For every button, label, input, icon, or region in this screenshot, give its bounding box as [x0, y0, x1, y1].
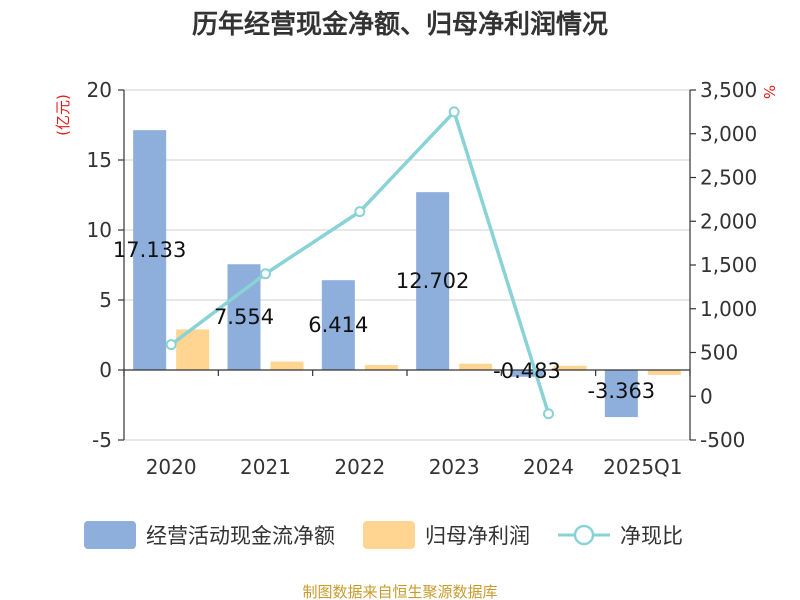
x-tick-2025Q1: 2025Q1: [603, 455, 682, 479]
y-left-tick-15: 15: [87, 148, 112, 172]
legend-item-1[interactable]: 归母净利润: [363, 521, 530, 549]
y-left-tick-0: 0: [99, 358, 112, 382]
x-tick-2021: 2021: [240, 455, 291, 479]
legend-label-1: 归母净利润: [425, 524, 530, 548]
y-left-tick--5: -5: [92, 428, 112, 452]
tick-labels: -5 0 5 10 15 20 -500 0 500 1,000 1,500 2,000 2,500 3,…: [87, 78, 758, 479]
bar-cashflow-2022: [321, 280, 355, 370]
y-right-tick-500: 500: [700, 341, 738, 365]
y-right-tick-0: 0: [700, 384, 713, 408]
y-left-tick-5: 5: [99, 288, 112, 312]
source-note: 制图数据来自恒生聚源数据库: [302, 583, 497, 600]
y-right-tick-2,000: 2,000: [700, 209, 757, 233]
ratio-point-2021: [260, 268, 271, 280]
axes: [118, 89, 696, 441]
data-label-2024: -0.483: [493, 359, 561, 383]
ratio-point-2022: [354, 206, 366, 218]
y-right-tick-1,500: 1,500: [700, 253, 757, 277]
legend-swatch-1: [363, 521, 415, 549]
ratio-line: [165, 106, 554, 420]
y-right-tick-3,000: 3,000: [700, 122, 757, 146]
x-tick-2024: 2024: [523, 455, 574, 479]
bar-netprofit-2021: [270, 361, 304, 370]
legend-swatch-0: [84, 521, 136, 549]
ratio-point-2024: [543, 408, 554, 420]
grid: [124, 89, 690, 441]
bar-cashflow-2025Q1: [604, 370, 638, 418]
y-right-tick--500: -500: [700, 428, 745, 452]
y-right-tick-1,000: 1,000: [700, 297, 757, 321]
y-axis-left-label: (亿元): [54, 94, 72, 136]
x-tick-2023: 2023: [429, 455, 480, 479]
y-left-tick-20: 20: [87, 78, 112, 102]
x-tick-2020: 2020: [146, 455, 197, 479]
bar-cashflow-2020: [133, 130, 167, 370]
chart-title: 历年经营现金净额、归母净利润情况: [192, 9, 608, 40]
legend-label-2: 净现比: [620, 524, 683, 548]
data-label-2022: 6.414: [308, 313, 368, 337]
legend-label-0: 经营活动现金流净额: [146, 524, 335, 548]
data-label-2021: 7.554: [214, 305, 274, 329]
legend-item-0[interactable]: 经营活动现金流净额: [84, 521, 335, 549]
bar-netprofit-2023: [459, 363, 493, 370]
y-right-tick-3,500: 3,500: [700, 78, 757, 102]
bar-netprofit-2022: [364, 365, 398, 370]
bar-cashflow-2023: [416, 192, 450, 370]
bar-cashflow-2024: [510, 370, 544, 377]
legend-item-2[interactable]: 净现比: [558, 524, 683, 548]
bar-netprofit-2025Q1: [647, 370, 681, 375]
ratio-point-2023: [448, 106, 460, 118]
data-labels: 17.133 7.554 6.414 12.702 -0.483 -3.363: [113, 238, 655, 403]
bar-netprofit-2024: [553, 365, 587, 370]
y-right-tick-2,500: 2,500: [700, 166, 757, 190]
y-left-tick-10: 10: [87, 218, 112, 242]
y-axis-right-label: %: [760, 85, 778, 99]
legend[interactable]: 经营活动现金流净额 归母净利润 净现比: [84, 521, 683, 549]
data-label-2023: 12.702: [396, 269, 469, 293]
legend-swatch-marker: [573, 524, 595, 546]
data-label-2025Q1: -3.363: [587, 379, 655, 403]
data-label-2020: 17.133: [113, 238, 186, 262]
x-tick-2022: 2022: [334, 455, 385, 479]
ratio-point-2020: [165, 339, 177, 351]
